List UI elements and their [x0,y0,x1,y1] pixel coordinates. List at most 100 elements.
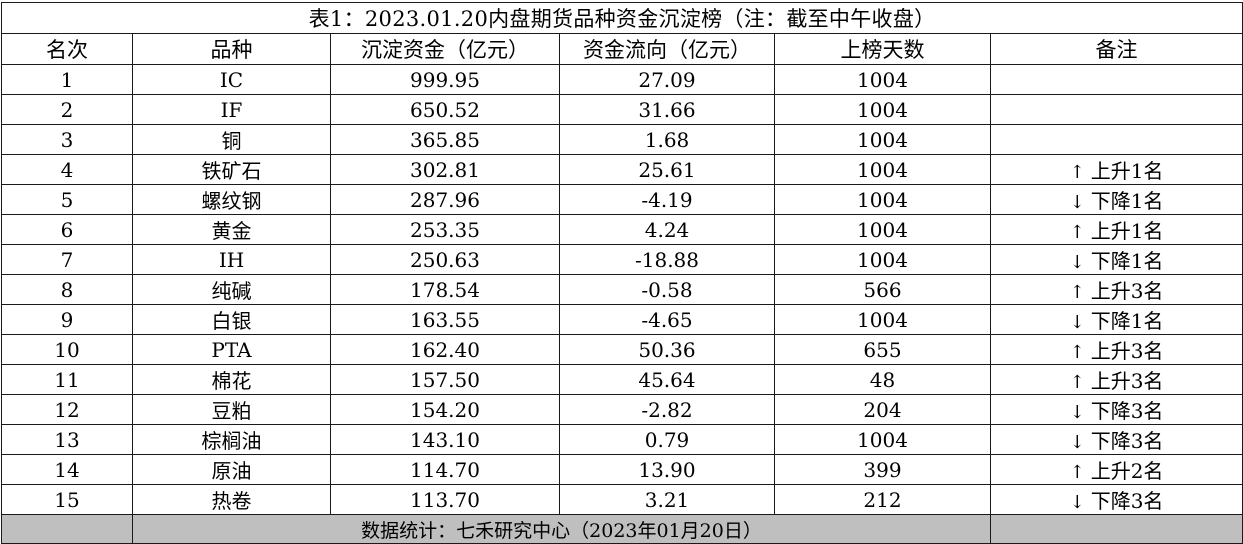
variety-cell: 黄金 [132,214,331,245]
flow-cell: -4.19 [559,184,775,215]
title-row: 表1：2023.01.20内盘期货品种资金沉淀榜（注：截至中午收盘） [0,2,1243,34]
rank-cell: 11 [1,364,133,395]
header-note: 备注 [989,33,1243,65]
table-row: 2 IF 650.52 31.66 1004 [1,94,1243,125]
rank-cell: 8 [1,274,133,305]
flow-cell: 4.24 [559,214,775,245]
table-row: 4 铁矿石 302.81 25.61 1004 ↑ 上升1名 [1,154,1243,185]
note-text: 上升3名 [1090,339,1164,363]
note-cell: ↑ 上升1名 [989,214,1243,245]
header-variety: 品种 [132,33,331,65]
flow-cell: -0.58 [559,274,775,305]
note-cell: ↑ 上升2名 [989,454,1243,485]
funds-cell: 163.55 [330,304,560,335]
flow-cell: 13.90 [559,454,775,485]
note-cell: ↑ 上升3名 [989,364,1243,395]
rank-cell: 1 [1,64,133,95]
note-text: 下降3名 [1090,489,1164,513]
note-text: 上升2名 [1090,459,1164,483]
rank-cell: 5 [1,184,133,215]
flow-cell: -2.82 [559,394,775,425]
funds-cell: 999.95 [330,64,560,95]
note-cell: ↑ 上升3名 [989,334,1243,365]
note-cell: ↓ 下降1名 [989,304,1243,335]
rank-cell: 9 [1,304,133,335]
arrow-up-icon: ↑ [1069,222,1085,243]
arrow-down-icon: ↓ [1069,402,1085,423]
note-text: 下降1名 [1090,249,1164,273]
funds-cell: 250.63 [330,244,560,275]
note-text: 下降1名 [1090,189,1164,213]
table-row: 14 原油 114.70 13.90 399 ↑ 上升2名 [1,454,1243,485]
flow-cell: 25.61 [559,154,775,185]
variety-cell: 螺纹钢 [132,184,331,215]
flow-cell: 3.21 [559,484,775,515]
funds-cell: 650.52 [330,94,560,125]
days-cell: 566 [774,274,991,305]
variety-cell: 棕榈油 [132,424,331,455]
arrow-down-icon: ↓ [1069,312,1085,333]
days-cell: 212 [774,484,991,515]
days-cell: 1004 [774,214,991,245]
days-cell: 1004 [774,64,991,95]
arrow-up-icon: ↑ [1069,282,1085,303]
header-days: 上榜天数 [774,33,991,65]
rank-cell: 12 [1,394,133,425]
table-row: 6 黄金 253.35 4.24 1004 ↑ 上升1名 [1,214,1243,245]
table-row: 10 PTA 162.40 50.36 655 ↑ 上升3名 [1,334,1243,365]
funds-cell: 178.54 [330,274,560,305]
rank-cell: 14 [1,454,133,485]
note-cell: ↓ 下降3名 [989,424,1243,455]
arrow-down-icon: ↓ [1069,192,1085,213]
days-cell: 655 [774,334,991,365]
footer-blank-left [1,514,133,544]
rank-cell: 3 [1,124,133,155]
note-text: 上升1名 [1090,219,1164,243]
note-cell [989,94,1243,125]
arrow-up-icon: ↑ [1069,462,1085,483]
variety-cell: IC [132,64,331,95]
variety-cell: IF [132,94,331,125]
flow-cell: 1.68 [559,124,775,155]
note-text: 上升1名 [1090,159,1164,183]
arrow-up-icon: ↑ [1069,162,1085,183]
funds-cell: 157.50 [330,364,560,395]
flow-cell: 31.66 [559,94,775,125]
table-row: 12 豆粕 154.20 -2.82 204 ↓ 下降3名 [1,394,1243,425]
days-cell: 1004 [774,94,991,125]
table-row: 15 热卷 113.70 3.21 212 ↓ 下降3名 [1,484,1243,515]
footer-blank-right [989,514,1243,544]
funds-cell: 365.85 [330,124,560,155]
variety-cell: 纯碱 [132,274,331,305]
funds-cell: 114.70 [330,454,560,485]
header-flow: 资金流向（亿元） [559,33,775,65]
note-cell: ↓ 下降3名 [989,484,1243,515]
funds-cell: 143.10 [330,424,560,455]
arrow-down-icon: ↓ [1069,492,1085,513]
note-cell [989,64,1243,95]
variety-cell: 原油 [132,454,331,485]
header-row: 名次 品种 沉淀资金（亿元） 资金流向（亿元） 上榜天数 备注 [1,33,1243,65]
funds-cell: 154.20 [330,394,560,425]
variety-cell: 白银 [132,304,331,335]
note-text: 下降1名 [1090,309,1164,333]
variety-cell: 棉花 [132,364,331,395]
funds-cell: 162.40 [330,334,560,365]
rank-cell: 10 [1,334,133,365]
flow-cell: 45.64 [559,364,775,395]
variety-cell: 铜 [132,124,331,155]
note-cell [989,124,1243,155]
rank-cell: 13 [1,424,133,455]
note-text: 上升3名 [1090,279,1164,303]
days-cell: 1004 [774,154,991,185]
rank-cell: 2 [1,94,133,125]
variety-cell: 热卷 [132,484,331,515]
flow-cell: 0.79 [559,424,775,455]
note-cell: ↓ 下降3名 [989,394,1243,425]
funds-cell: 253.35 [330,214,560,245]
header-funds: 沉淀资金（亿元） [330,33,560,65]
days-cell: 1004 [774,184,991,215]
note-cell: ↑ 上升1名 [989,154,1243,185]
table-row: 8 纯碱 178.54 -0.58 566 ↑ 上升3名 [1,274,1243,305]
